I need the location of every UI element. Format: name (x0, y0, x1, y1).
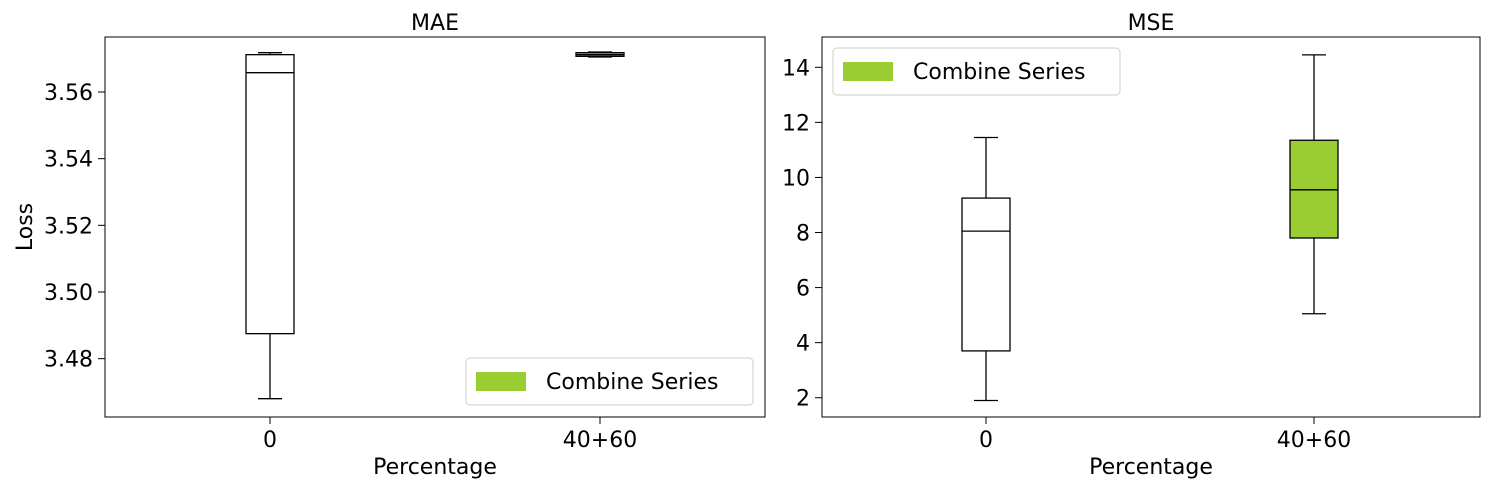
legend-frame (465, 357, 754, 406)
mae-panel: MAE 3.48 3.50 3.52 3.54 3.56 0 40+60 Percentage L… (13, 11, 766, 480)
iqr-box (961, 197, 1011, 352)
x-tick-label: 0 (979, 428, 993, 453)
legend-label: Combine Series (546, 370, 718, 395)
y-tick-label: 3.50 (44, 281, 93, 306)
iqr-box (1289, 139, 1339, 239)
x-tick-label: 0 (263, 428, 277, 453)
y-tick-label: 14 (782, 56, 810, 81)
mse-panel: MSE 2 4 6 8 10 12 14 0 40+60 Percentage Combine Ser… (782, 11, 1481, 480)
legend-frame (832, 47, 1121, 96)
x-axis-label: Percentage (373, 455, 497, 480)
y-tick-label: 10 (782, 166, 810, 191)
legend: Combine Series (465, 357, 754, 406)
x-tick-label: 40+60 (563, 428, 637, 453)
y-axis-label: Loss (13, 203, 38, 251)
y-tick-label: 3.56 (44, 81, 93, 106)
box-40+60 (1289, 54, 1339, 315)
legend-swatch (476, 372, 526, 391)
y-tick-label: 8 (796, 222, 810, 247)
y-tick-label: 12 (782, 111, 810, 136)
y-tick-label: 2 (796, 387, 810, 412)
legend: Combine Series (832, 47, 1121, 96)
y-tick-label: 3.52 (44, 214, 93, 239)
box-0 (245, 52, 295, 400)
x-tick-label: 40+60 (1277, 428, 1351, 453)
legend-swatch (843, 62, 893, 81)
y-tick-label: 4 (796, 332, 810, 357)
chart-title: MAE (411, 11, 459, 36)
box-40+60 (575, 51, 625, 58)
y-tick-label: 3.54 (44, 148, 93, 173)
axes-frame (104, 36, 766, 418)
box-0 (961, 136, 1011, 402)
legend-label: Combine Series (913, 60, 1085, 85)
chart-title: MSE (1128, 11, 1175, 36)
axes-frame (821, 36, 1481, 418)
y-tick-label: 3.48 (44, 348, 93, 373)
iqr-box (245, 54, 295, 335)
y-tick-label: 6 (796, 277, 810, 302)
x-axis-label: Percentage (1089, 455, 1213, 480)
